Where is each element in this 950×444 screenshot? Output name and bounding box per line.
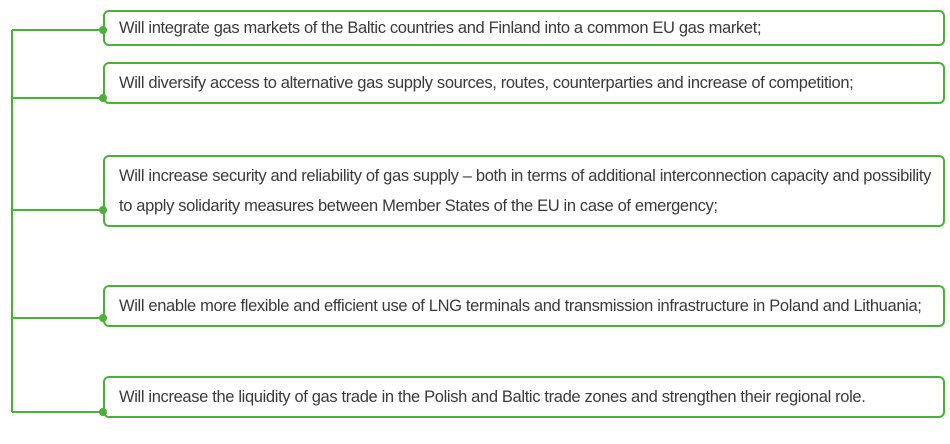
item-box: Will increase security and reliability o… — [103, 155, 945, 227]
item-box: Will diversify access to alternative gas… — [103, 62, 945, 104]
item-box: Will increase the liquidity of gas trade… — [103, 376, 945, 418]
item-box: Will enable more flexible and efficient … — [103, 285, 945, 327]
item-box: Will integrate gas markets of the Baltic… — [103, 10, 945, 46]
